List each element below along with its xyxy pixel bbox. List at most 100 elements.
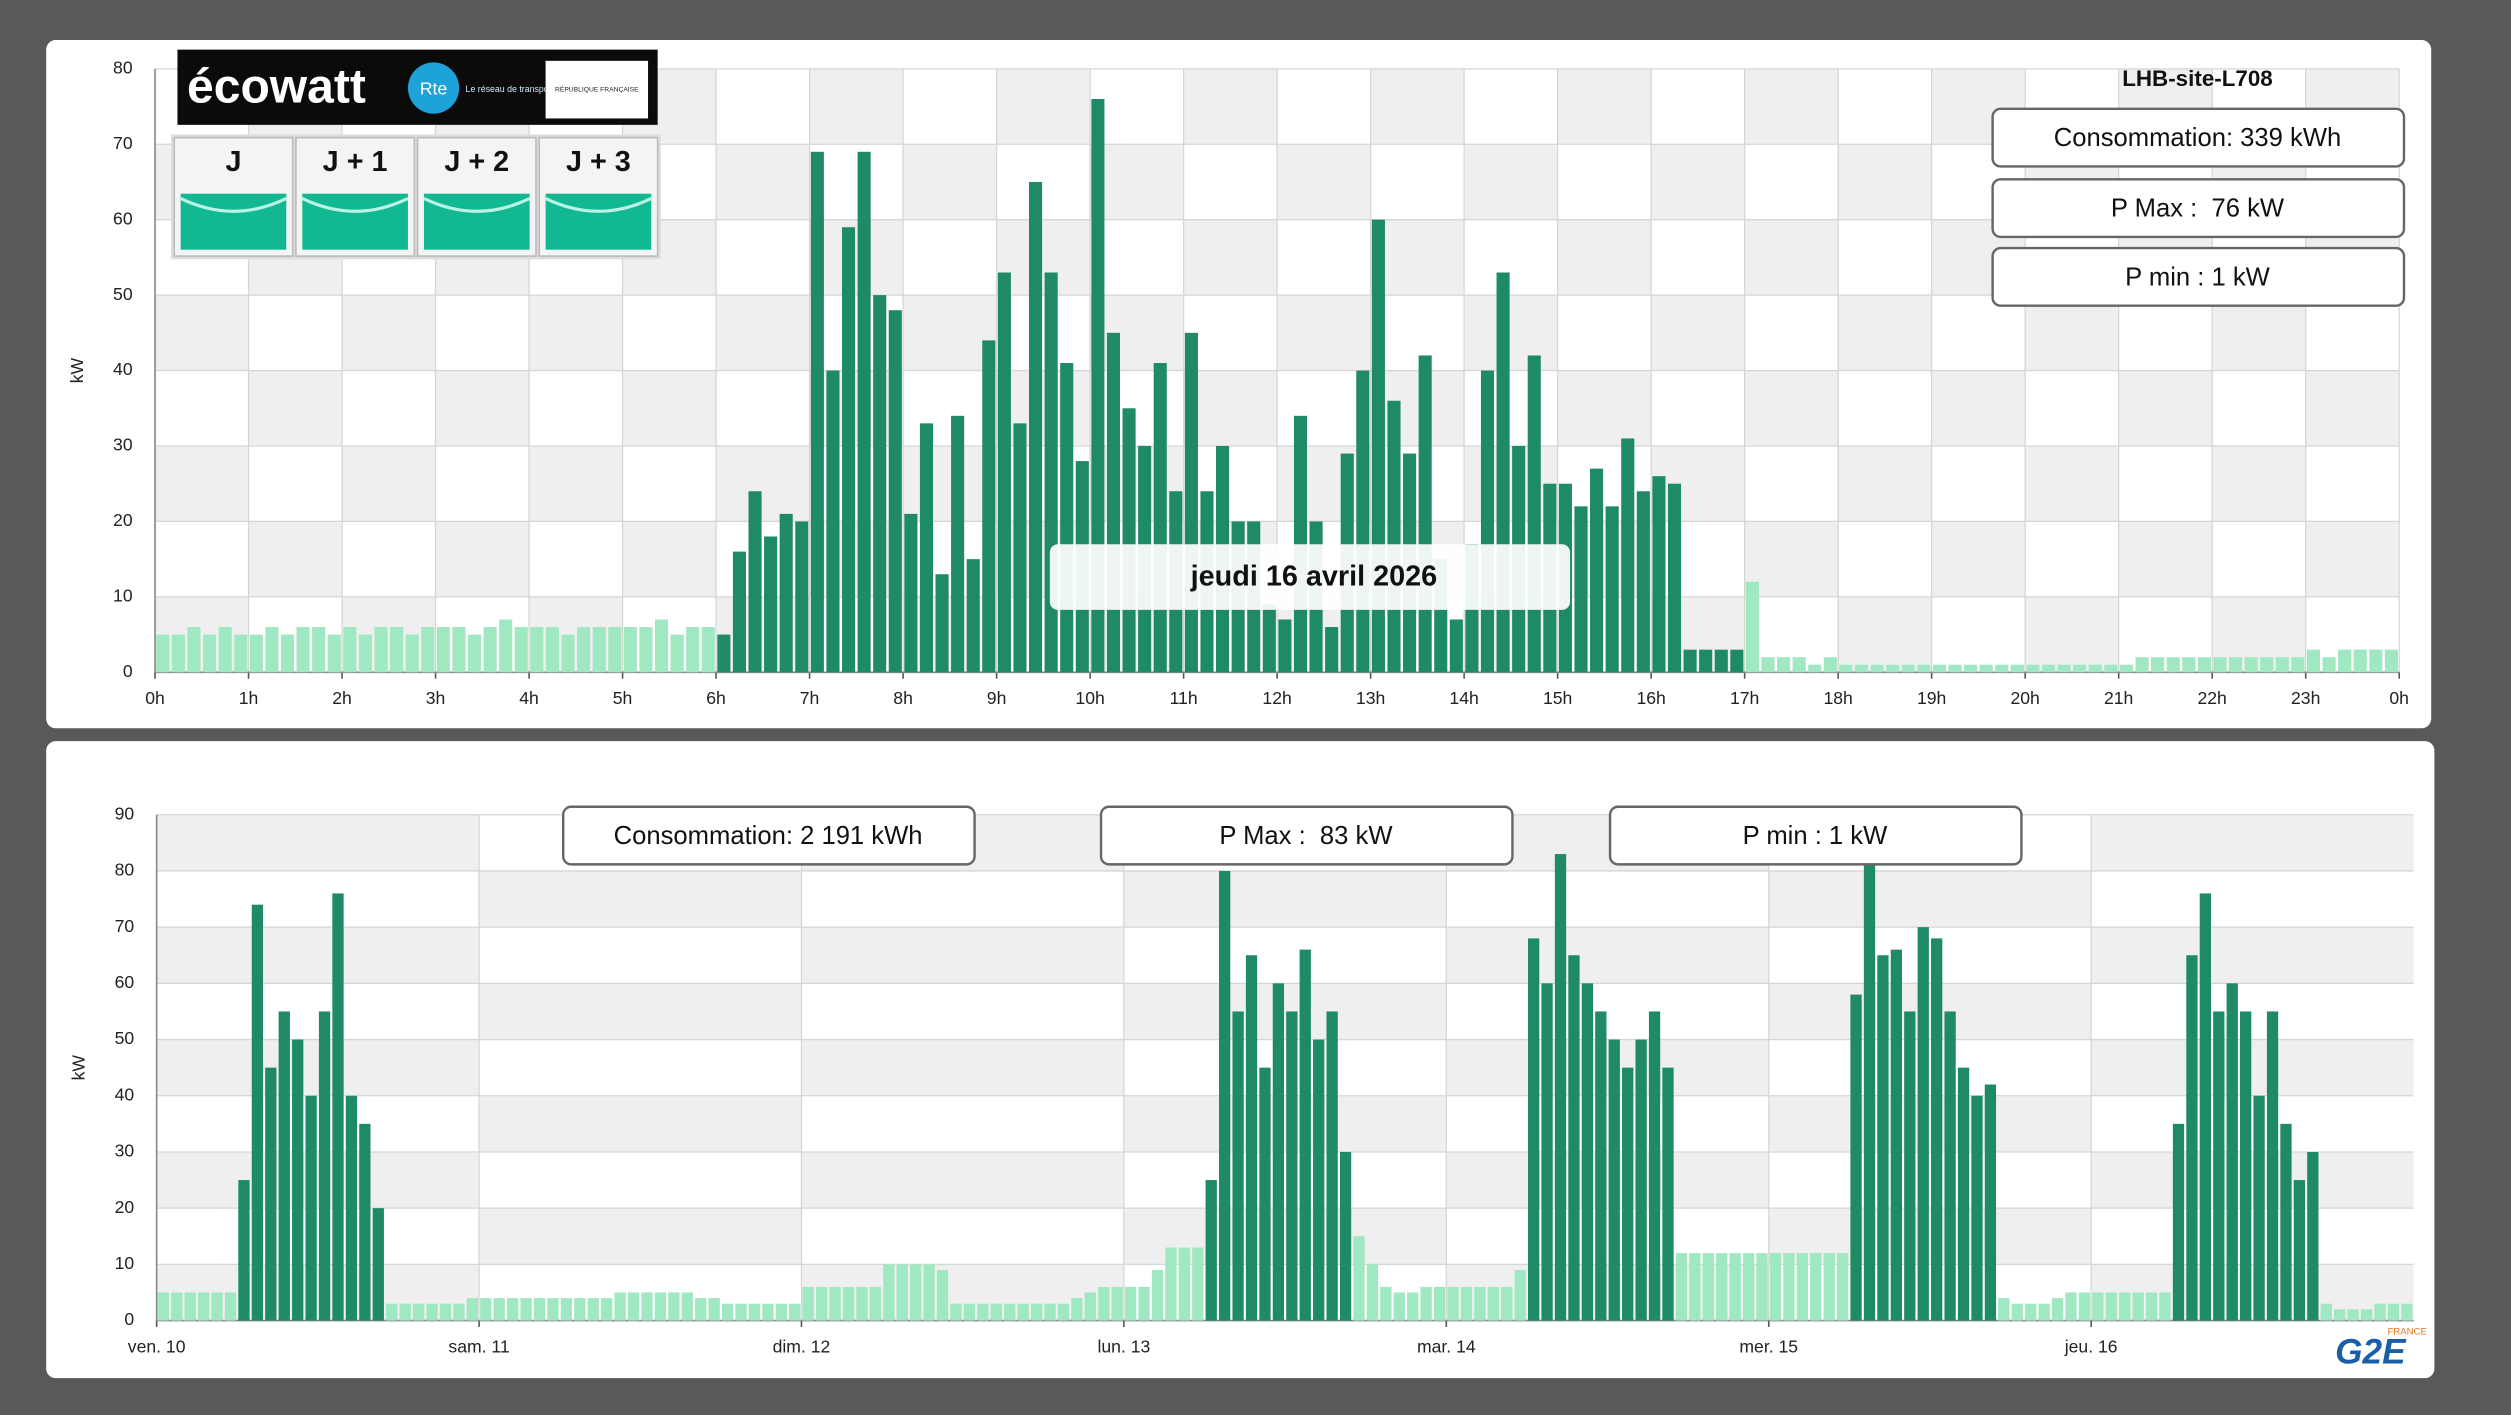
grid-cell	[1557, 295, 1652, 371]
bar	[1044, 1303, 1056, 1321]
bar	[1742, 1253, 1755, 1321]
bar	[2104, 664, 2118, 673]
bar	[1098, 1286, 1110, 1321]
grid-cell	[1446, 983, 1769, 1040]
y-tick-label: 10	[115, 1253, 135, 1273]
bar	[2041, 664, 2056, 673]
bar	[1060, 363, 1074, 673]
bar	[2244, 657, 2258, 673]
grid-cell	[809, 144, 904, 220]
grid-cell	[248, 370, 343, 446]
grid-cell	[1768, 927, 2092, 984]
bar	[439, 1303, 452, 1321]
bar	[888, 310, 902, 673]
bar	[732, 551, 746, 673]
y-tick-label: 60	[115, 972, 135, 992]
grid-cell	[2118, 521, 2213, 597]
bar	[2226, 983, 2238, 1321]
grid-cell	[801, 1151, 1124, 1209]
grid-cell	[1183, 445, 1278, 522]
grid-cell	[1123, 983, 1447, 1040]
grid-cell	[2091, 1151, 2414, 1209]
grid-cell	[435, 596, 530, 673]
bar	[577, 627, 591, 673]
grid-cell	[903, 370, 997, 446]
bar	[1667, 483, 1682, 673]
bar	[2010, 664, 2024, 673]
grid-cell	[2305, 596, 2400, 673]
bar	[1854, 664, 1869, 673]
bar	[530, 627, 544, 673]
bar	[1901, 664, 1915, 673]
grid-cell	[903, 596, 997, 673]
bar	[249, 634, 263, 673]
grid-cell	[2091, 927, 2414, 984]
grid-cell	[156, 1039, 480, 1096]
day-signal-wave	[179, 197, 287, 213]
grid-cell	[1183, 68, 1278, 145]
bar	[1496, 272, 1510, 673]
bar	[1699, 649, 1713, 673]
bar	[717, 634, 731, 673]
bar	[1259, 1067, 1271, 1321]
bar	[1904, 1011, 1916, 1321]
grid-cell	[2091, 1095, 2414, 1152]
bar	[2119, 1292, 2131, 1321]
bar	[265, 627, 279, 673]
grid-cell	[1768, 1039, 2092, 1096]
grid-cell	[1464, 144, 1558, 220]
y-tick-label: 20	[113, 510, 133, 530]
grid-cell	[1464, 219, 1558, 296]
bar	[1122, 408, 1136, 673]
grid-cell	[716, 521, 810, 597]
grid-cell	[996, 445, 1091, 522]
bar	[2182, 657, 2196, 673]
y-tick-label: 40	[113, 359, 133, 379]
bar	[265, 1067, 277, 1321]
grid-cell	[1370, 295, 1465, 371]
bar	[520, 1298, 532, 1321]
grid-cell	[1557, 445, 1652, 522]
bar	[977, 1303, 989, 1321]
bar	[1004, 1303, 1016, 1321]
bar	[561, 634, 575, 673]
bar	[2199, 893, 2212, 1321]
bar	[1971, 1095, 1983, 1321]
grid-cell	[2091, 1039, 2414, 1096]
y-tick-label: 10	[113, 586, 133, 606]
bar	[1932, 664, 1946, 673]
grid-cell	[1838, 596, 1932, 673]
bar	[2197, 657, 2211, 673]
x-tick-label: 19h	[1917, 688, 1946, 708]
bar	[1652, 476, 1666, 673]
grid-cell	[479, 1208, 802, 1265]
stat-label: P min : 1 kW	[1743, 822, 1889, 850]
bar	[1325, 627, 1339, 673]
bar	[386, 1303, 398, 1321]
grid-cell	[1123, 1151, 1447, 1209]
grid-cell	[996, 68, 1091, 145]
y-tick-label: 80	[113, 57, 133, 77]
grid-cell	[622, 370, 717, 446]
grid-cell	[342, 596, 436, 673]
bar	[708, 1298, 720, 1321]
grid-cell	[1090, 144, 1184, 220]
bar	[1810, 1253, 1822, 1321]
bar	[587, 1298, 599, 1321]
bar	[896, 1264, 908, 1321]
grid-cell	[2118, 596, 2213, 673]
y-axis-label: kW	[68, 1055, 88, 1081]
bar	[1541, 983, 1553, 1321]
bar	[2260, 657, 2274, 673]
grid-cell	[1123, 1264, 1447, 1321]
rte-logo: Rte	[420, 78, 447, 98]
bar	[2253, 1095, 2265, 1321]
day-label: J + 3	[566, 146, 631, 178]
x-tick-label: 9h	[987, 688, 1007, 708]
grid-cell	[155, 370, 249, 446]
bar	[2213, 1011, 2225, 1321]
bar	[1777, 657, 1791, 673]
bar	[560, 1298, 573, 1321]
grid-cell	[1768, 1208, 2092, 1265]
grid-cell	[1090, 370, 1184, 446]
